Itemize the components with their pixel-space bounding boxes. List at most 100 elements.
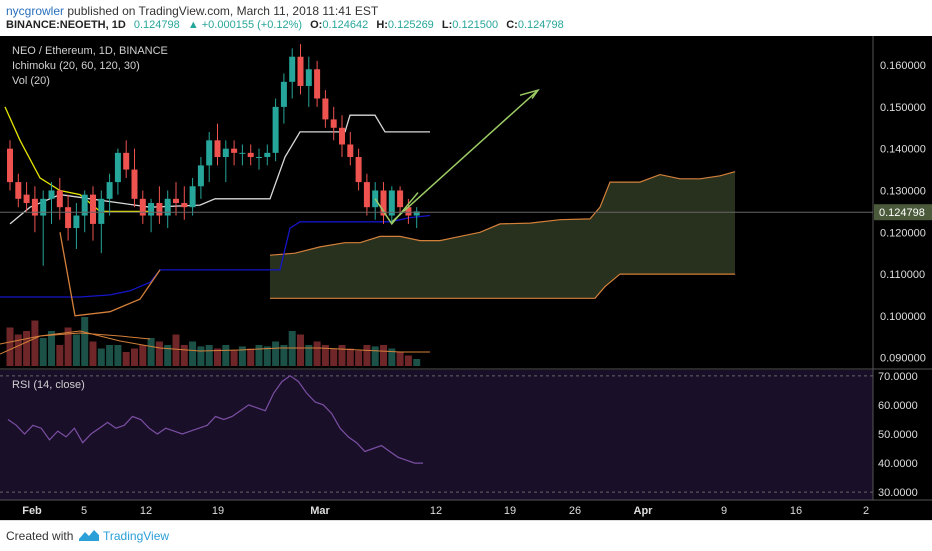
drawn-arrow[interactable]	[374, 88, 540, 226]
leading-span-a	[269, 171, 736, 256]
price-axis[interactable]: 0.160000 0.150000 0.140000 0.130000 0.120000…	[0, 60, 932, 365]
candle-body	[206, 140, 213, 166]
open-label: O:	[310, 19, 323, 31]
time-tick-label: Apr	[634, 505, 654, 517]
arrow-head	[519, 88, 540, 99]
chart-svg[interactable]: 0.160000 0.150000 0.140000 0.130000 0.120000…	[0, 36, 932, 520]
candle-body	[314, 69, 321, 99]
volume-bar	[23, 331, 31, 366]
candle-body	[106, 182, 113, 199]
candle-body	[247, 152, 254, 158]
created-with-text: Created with	[6, 529, 74, 543]
time-tick-label: 9	[721, 505, 727, 517]
candle-body	[131, 169, 138, 199]
candle-body	[114, 152, 121, 183]
candle-body	[73, 215, 80, 229]
volume-bar	[247, 348, 255, 366]
published-text: published on TradingView.com, March 11, …	[67, 4, 379, 18]
time-tick-label: 26	[569, 505, 581, 517]
lagging-span-b	[0, 332, 151, 345]
candle-body	[256, 157, 262, 159]
volume-bar	[388, 348, 396, 366]
legend-volume: Vol (20)	[12, 75, 50, 87]
rsi-tick-label: 60.0000	[878, 400, 918, 412]
volume-bar	[56, 345, 64, 366]
candle-body	[388, 190, 395, 216]
ichimoku-cloud	[269, 171, 736, 299]
candle-body	[397, 190, 404, 208]
ichimoku-lines	[0, 106, 431, 345]
candle-body	[189, 186, 196, 208]
candle-body	[214, 140, 221, 158]
tradingview-brand[interactable]: TradingView	[103, 529, 170, 543]
candle-body	[98, 198, 105, 224]
time-axis[interactable]: Feb 5 12 19 Mar 12 19 26 Apr 9 16 2	[22, 505, 869, 517]
time-tick-label: 5	[81, 505, 87, 517]
price-tick-label: 0.090000	[880, 353, 926, 365]
chart-area[interactable]: 0.160000 0.150000 0.140000 0.130000 0.120000…	[0, 36, 932, 520]
time-tick-label: 19	[504, 505, 516, 517]
close-label: C:	[506, 19, 518, 31]
candle-body	[347, 144, 354, 158]
legend-ichimoku: Ichimoku (20, 60, 120, 30)	[12, 60, 140, 72]
volume-bar	[14, 334, 22, 366]
time-tick-label: 19	[212, 505, 224, 517]
time-tick-label: 12	[140, 505, 152, 517]
candle-body	[297, 56, 304, 86]
low-value: 0.121500	[452, 19, 499, 31]
volume-bar	[155, 341, 163, 366]
volume-bar	[313, 341, 321, 366]
price-change: ▲ +0.000155 (+0.12%)	[187, 19, 303, 31]
high-label: H:	[376, 19, 388, 31]
rsi-axis[interactable]: 70.0000 60.0000 50.0000 40.0000 30.0000	[878, 371, 918, 499]
candle-body	[65, 207, 72, 229]
volume-bar	[413, 359, 421, 366]
close-value: 0.124798	[517, 19, 564, 31]
tradingview-logo-icon[interactable]	[78, 527, 100, 543]
candle-body	[322, 98, 329, 120]
volume-bar	[205, 345, 213, 366]
volume-bar	[238, 346, 246, 366]
candle-body	[48, 190, 55, 199]
volume-bar	[396, 352, 404, 366]
volume-bar	[147, 338, 155, 366]
cloud-fill	[270, 171, 735, 299]
author-link[interactable]: nycgrowler	[6, 4, 65, 18]
price-tick-label: 0.150000	[880, 102, 926, 114]
candle-body	[239, 152, 246, 154]
volume-bar	[305, 345, 313, 366]
time-tick-label: 16	[790, 505, 802, 517]
volume-bar	[81, 317, 89, 366]
volume-bar	[214, 348, 221, 366]
rsi-line	[0, 375, 873, 493]
time-tick-label: 12	[430, 505, 442, 517]
volume-bar	[106, 345, 114, 366]
volume-ma-line	[0, 330, 430, 355]
candle-body	[280, 81, 287, 107]
volume-bar	[64, 327, 72, 366]
price-tick-label: 0.160000	[880, 60, 926, 72]
volume-bar	[338, 345, 346, 366]
candle-body	[372, 190, 379, 208]
lagging-span	[9, 114, 430, 225]
volume-bar	[197, 346, 205, 366]
volume-bar	[255, 345, 263, 366]
candle-body	[181, 203, 188, 208]
candle-body	[148, 203, 155, 216]
volume-bar	[48, 331, 55, 366]
price-tick-label: 0.110000	[880, 269, 925, 281]
rsi-tick-label: 40.0000	[878, 458, 918, 470]
candle-body	[380, 190, 387, 216]
candle-body	[405, 207, 412, 216]
volume-bar	[131, 348, 138, 366]
candlesticks[interactable]	[7, 44, 420, 266]
volume-bar	[280, 345, 288, 366]
price-tick-label: 0.120000	[880, 227, 926, 239]
current-price-tag	[874, 204, 932, 221]
candle-body	[222, 148, 229, 158]
volume-bar	[230, 350, 238, 366]
candle-body	[289, 56, 296, 82]
base-line	[0, 214, 431, 298]
publish-line: nycgrowler published on TradingView.com,…	[6, 4, 378, 18]
price-tick-label: 0.100000	[880, 311, 926, 323]
